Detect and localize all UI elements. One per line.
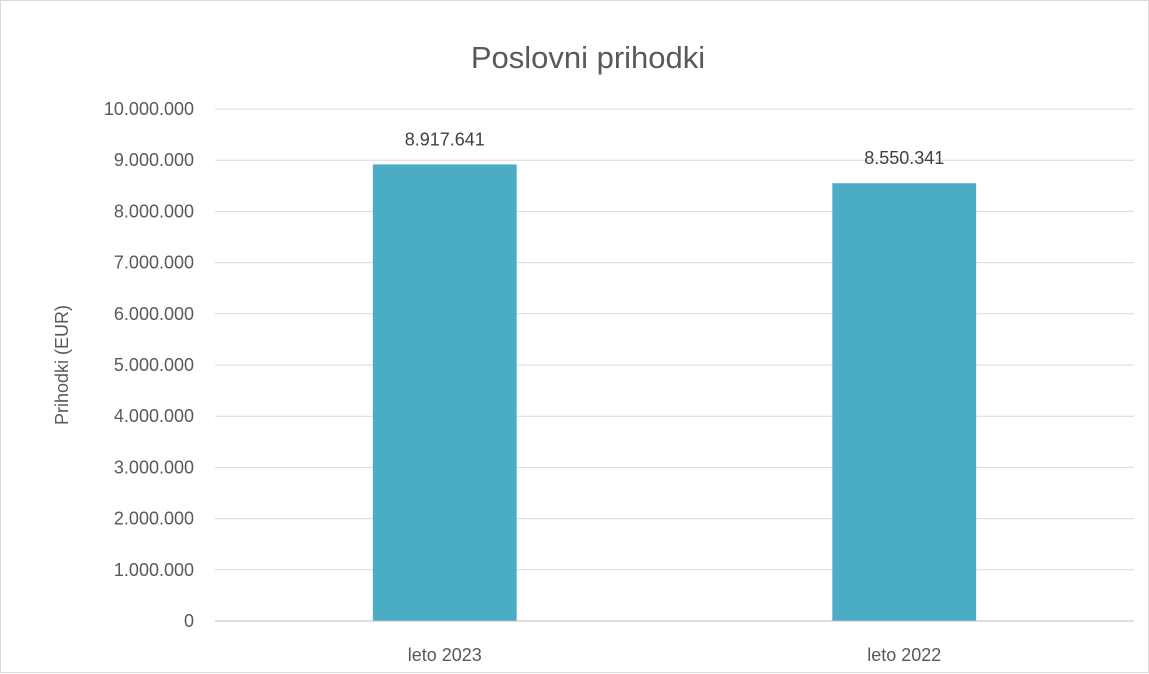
- bar: [832, 183, 977, 621]
- y-tick-label: 8.000.000: [114, 201, 194, 221]
- y-tick-label: 4.000.000: [114, 406, 194, 426]
- y-tick-label: 9.000.000: [114, 150, 194, 170]
- bars: [372, 164, 977, 621]
- y-tick-label: 10.000.000: [104, 99, 194, 119]
- chart-title: Poslovni prihodki: [471, 40, 705, 75]
- gridlines: [215, 108, 1134, 571]
- y-tick-label: 0: [184, 611, 194, 631]
- bar: [372, 164, 517, 621]
- y-tick-label: 3.000.000: [114, 457, 194, 477]
- y-axis-ticks: 0 1.000.000 2.000.000 3.000.000 4.000.000 5.0…: [104, 99, 194, 631]
- y-tick-label: 5.000.000: [114, 355, 194, 375]
- y-axis-title: Prihodki (EUR): [52, 305, 72, 425]
- data-label: 8.550.341: [864, 148, 944, 168]
- y-tick-label: 6.000.000: [114, 304, 194, 324]
- x-axis-ticks: leto 2023 leto 2022: [408, 645, 942, 665]
- data-label: 8.917.641: [405, 129, 485, 149]
- x-tick-label: leto 2023: [408, 645, 482, 665]
- y-tick-label: 7.000.000: [114, 253, 194, 273]
- y-tick-label: 1.000.000: [114, 560, 194, 580]
- x-tick-label: leto 2022: [867, 645, 941, 665]
- y-tick-label: 2.000.000: [114, 509, 194, 529]
- data-labels: 8.917.641 8.550.341: [405, 129, 945, 168]
